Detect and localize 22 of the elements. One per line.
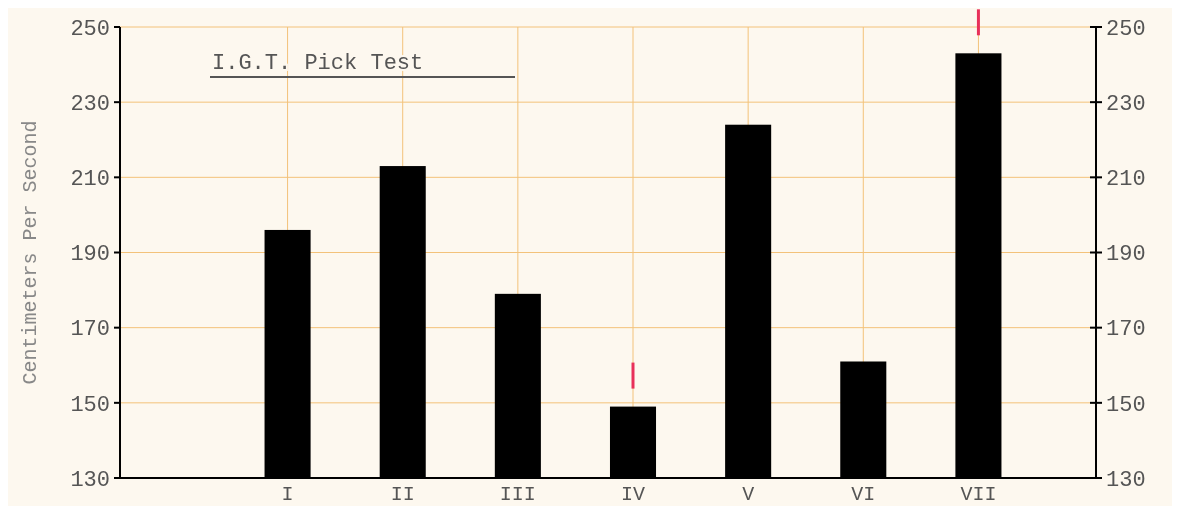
x-tick-label: III [499, 483, 536, 506]
y2-tick-label: 130 [1106, 467, 1146, 493]
y2-tick-label: 190 [1106, 242, 1146, 268]
y-tick-label: 190 [70, 242, 110, 268]
y-tick-label: 130 [70, 467, 110, 493]
y2-tick-label: 250 [1106, 16, 1146, 42]
x-tick-label: II [390, 483, 415, 506]
y-tick-label: 250 [70, 16, 110, 42]
y-tick-label: 230 [70, 91, 110, 117]
x-tick-label: VI [851, 483, 876, 506]
y2-tick-label: 210 [1106, 167, 1146, 193]
y-tick-label: 170 [70, 317, 110, 343]
y2-tick-label: 170 [1106, 317, 1146, 343]
y2-tick-label: 150 [1106, 392, 1146, 418]
y-axis-title: Centimeters Per Second [19, 120, 42, 385]
x-tick-label: IV [620, 483, 646, 506]
y-tick-label: 150 [70, 392, 110, 418]
y-tick-label: 210 [70, 167, 110, 193]
y2-tick-label: 230 [1106, 91, 1146, 117]
x-tick-label: V [742, 483, 755, 506]
x-tick-label: I [281, 483, 294, 506]
x-tick-label: VII [960, 483, 997, 506]
